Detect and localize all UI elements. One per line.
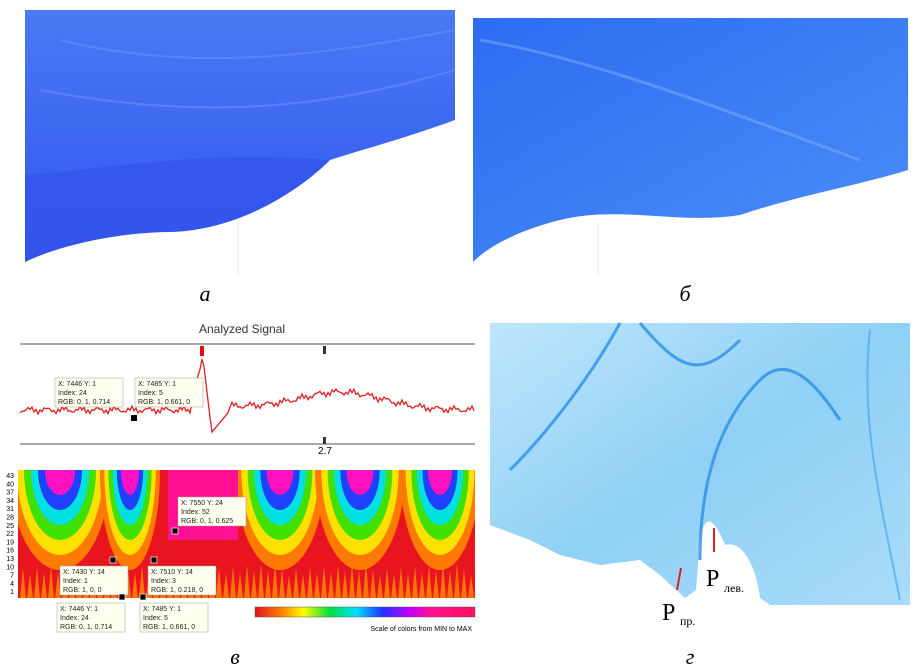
y-label: 37 <box>6 490 14 497</box>
datatip-line: Index: 5 <box>143 615 168 622</box>
colorbar-caption: Scale of colors from MIN to MAX <box>370 626 472 633</box>
y-label: 19 <box>6 539 14 546</box>
datatip-line: Index: 24 <box>60 615 89 622</box>
datatip-line: X: 7550 Y: 24 <box>181 500 223 507</box>
panel-label: б <box>679 281 691 306</box>
marker-symbol: P <box>662 600 675 626</box>
panel-b <box>473 18 908 275</box>
panel-label: а <box>200 281 211 306</box>
panel-a <box>25 10 455 275</box>
marker-subscript: лев. <box>724 581 744 595</box>
y-label: 28 <box>6 515 14 522</box>
datatip-line: RGB: 0, 1, 0.714 <box>58 399 110 406</box>
datatip: X: 7446 Y: 1 Index: 24 RGB: 0, 1, 0.714 <box>55 378 123 407</box>
datatip-line: Index: 5 <box>138 390 163 397</box>
page: а б Analyzed Signal 2.7 Scale of colors … <box>0 0 913 669</box>
datatip-line: Index: 1 <box>63 578 88 585</box>
datatip-line: X: 7446 Y: 1 <box>58 381 96 388</box>
datatip-line: Index: 3 <box>151 578 176 585</box>
y-label: 13 <box>6 556 14 563</box>
datatip-marker <box>151 557 157 563</box>
datatip-line: Index: 24 <box>58 390 87 397</box>
datatip: X: 7446 Y: 1 Index: 24 RGB: 0, 1, 0.714 <box>57 594 125 632</box>
y-label: 22 <box>6 531 14 538</box>
contour <box>347 445 374 495</box>
contour <box>428 445 452 495</box>
datatip-line: X: 7430 Y: 14 <box>63 569 105 576</box>
y-label: 1 <box>10 589 14 596</box>
datatip-marker <box>172 528 178 534</box>
y-label: 4 <box>10 581 14 588</box>
y-label: 25 <box>6 523 14 530</box>
datatip-line: X: 7485 Y: 1 <box>143 606 181 613</box>
contour <box>267 445 294 495</box>
datatip-marker <box>110 557 116 563</box>
datatip-line: X: 7446 Y: 1 <box>60 606 98 613</box>
datatip-marker <box>140 594 146 600</box>
contour <box>121 445 139 495</box>
panel-label: в <box>230 644 240 669</box>
datatip-line: RGB: 0, 1, 0.714 <box>60 624 112 631</box>
y-label: 7 <box>10 573 14 580</box>
datatip-line: X: 7485 Y: 1 <box>138 381 176 388</box>
panel-v: Analyzed Signal 2.7 Scale of colors from… <box>6 322 480 633</box>
y-label: 31 <box>6 506 14 513</box>
datatip-line: RGB: 0, 1, 0.625 <box>181 518 233 525</box>
y-label: 34 <box>6 498 14 505</box>
marker-symbol: P <box>706 566 719 592</box>
y-label: 10 <box>6 564 14 571</box>
datatip-line: Index: 52 <box>181 509 210 516</box>
marker-subscript: пр. <box>680 614 695 628</box>
y-label: 43 <box>6 473 14 480</box>
datatip-line: RGB: 1, 0.661, 0 <box>138 399 190 406</box>
colorbar <box>255 607 475 617</box>
datatip-marker <box>119 594 125 600</box>
datatip: X: 7485 Y: 1 Index: 5 RGB: 1, 0.661, 0 <box>140 594 208 632</box>
y-label: 40 <box>6 481 14 488</box>
datatip-line: RGB: 1, 0.661, 0 <box>143 624 195 631</box>
panel-label: г <box>686 644 695 669</box>
datatip-line: RGB: 1, 0.218, 0 <box>151 587 203 594</box>
signal-title: Analyzed Signal <box>199 322 285 336</box>
y-label: 16 <box>6 548 14 555</box>
marker-label: 2.7 <box>318 446 332 457</box>
panel-g: P пр. P лев. <box>490 323 910 628</box>
datatip-line: X: 7510 Y: 14 <box>151 569 193 576</box>
figure: а б Analyzed Signal 2.7 Scale of colors … <box>0 0 913 669</box>
datatip: X: 7485 Y: 1 Index: 5 RGB: 1, 0.661, 0 <box>135 378 203 407</box>
contour <box>45 445 75 495</box>
datatip-line: RGB: 1, 0, 0 <box>63 587 102 594</box>
